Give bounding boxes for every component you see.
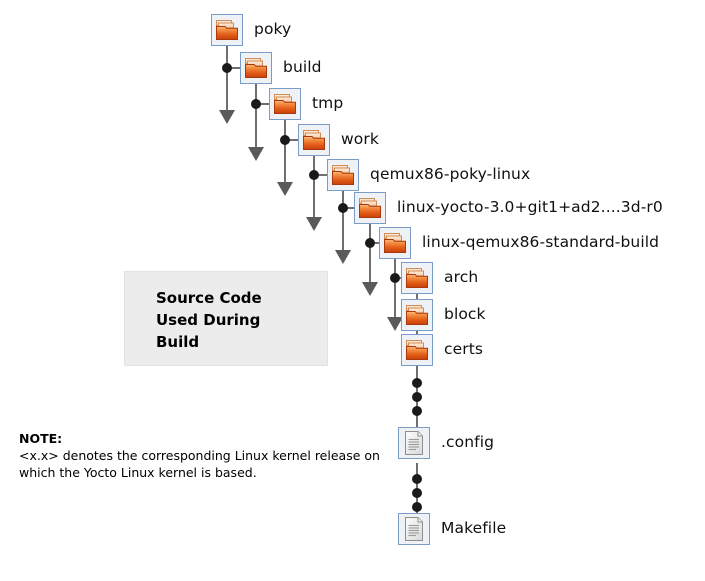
- folder-icon: [379, 227, 411, 259]
- folder-icon: [401, 262, 433, 294]
- tree-node-label: Makefile: [441, 519, 507, 538]
- tree-node-linux-qemux86-standard-build[interactable]: linux-qemux86-standard-build: [379, 227, 659, 259]
- folder-icon: [298, 124, 330, 156]
- tree-node-label: linux-qemux86-standard-build: [422, 233, 660, 252]
- note-title: NOTE:: [19, 431, 63, 446]
- tree-node-label: poky: [254, 20, 292, 39]
- folder-icon: [401, 299, 433, 331]
- file-icon: [398, 427, 430, 459]
- tree-node-label: .config: [441, 433, 495, 452]
- tree-node-label: linux-yocto-3.0+git1+ad2....3d-r0: [397, 198, 663, 217]
- tree-node-block[interactable]: block: [401, 299, 486, 331]
- tree-node-label: certs: [444, 340, 484, 359]
- tree-node-label: tmp: [312, 94, 344, 113]
- folder-icon: [354, 192, 386, 224]
- tree-node-work[interactable]: work: [298, 124, 379, 156]
- tree-node-build[interactable]: build: [240, 52, 322, 84]
- folder-icon: [401, 334, 433, 366]
- tree-node-config[interactable]: .config: [398, 427, 494, 459]
- folder-icon: [327, 159, 359, 191]
- tree-node-tmp[interactable]: tmp: [269, 88, 343, 120]
- info-box-text: Source Code Used During Build: [156, 289, 262, 351]
- tree-node-label: arch: [444, 268, 479, 287]
- tree-node-poky[interactable]: poky: [211, 14, 291, 46]
- tree-node-arch[interactable]: arch: [401, 262, 478, 294]
- tree-node-qemux86-poky-linux[interactable]: qemux86-poky-linux: [327, 159, 530, 191]
- tree-node-makefile[interactable]: Makefile: [398, 513, 506, 545]
- tree-node-label: block: [444, 305, 486, 324]
- tree-node-linux-yocto[interactable]: linux-yocto-3.0+git1+ad2....3d-r0: [354, 192, 663, 224]
- file-icon: [398, 513, 430, 545]
- tree-node-label: qemux86-poky-linux: [370, 165, 531, 184]
- folder-icon: [211, 14, 243, 46]
- note-body: <x.x> denotes the corresponding Linux ke…: [19, 448, 380, 480]
- tree-node-label: work: [341, 130, 379, 149]
- folder-icon: [240, 52, 272, 84]
- tree-node-label: build: [283, 58, 322, 77]
- tree-node-certs[interactable]: certs: [401, 334, 483, 366]
- folder-icon: [269, 88, 301, 120]
- source-code-info-box: Source Code Used During Build: [124, 271, 328, 366]
- note-block: NOTE: <x.x> denotes the corresponding Li…: [19, 430, 394, 481]
